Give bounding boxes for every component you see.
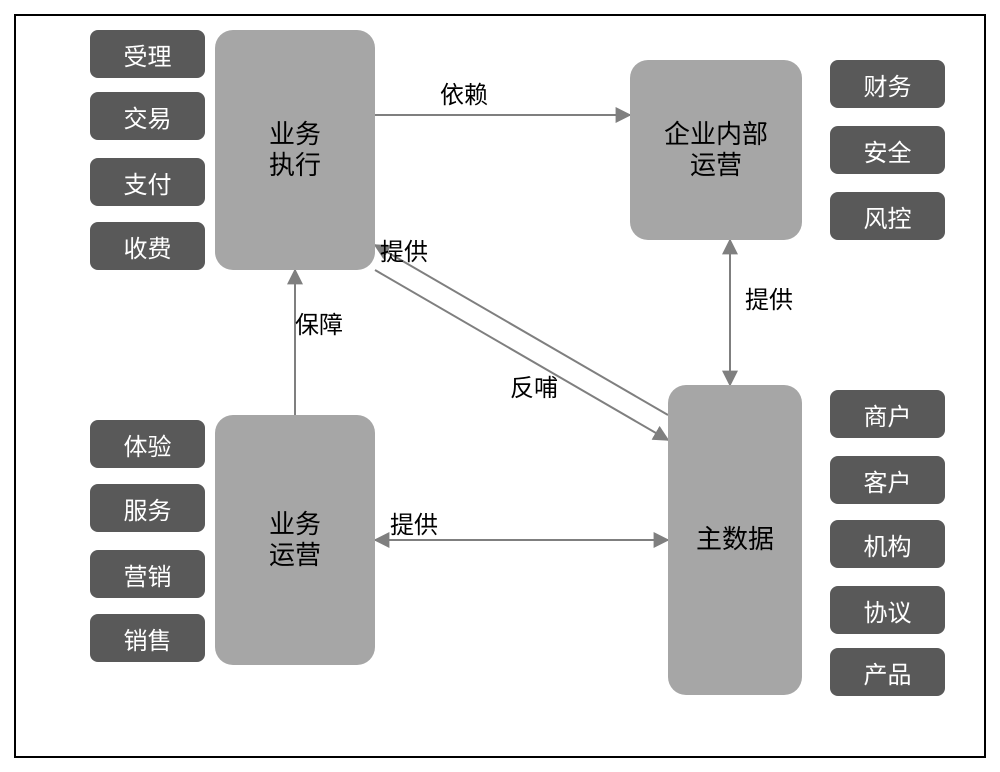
small-node: 支付 bbox=[90, 158, 205, 206]
small-node: 收费 bbox=[90, 222, 205, 270]
small-node: 财务 bbox=[830, 60, 945, 108]
small-label: 服务 bbox=[124, 491, 172, 526]
small-node: 商户 bbox=[830, 390, 945, 438]
small-node: 营销 bbox=[90, 550, 205, 598]
node-label-line2: 执行 bbox=[269, 150, 321, 181]
small-node: 产品 bbox=[830, 648, 945, 696]
node-label-line1: 业务 bbox=[269, 509, 321, 540]
small-label: 产品 bbox=[864, 655, 912, 690]
small-node: 服务 bbox=[90, 484, 205, 532]
small-label: 销售 bbox=[124, 621, 172, 656]
node-ent-ops: 企业内部 运营 bbox=[630, 60, 802, 240]
node-label-line1: 企业内部 bbox=[664, 119, 768, 150]
small-node: 客户 bbox=[830, 456, 945, 504]
small-label: 财务 bbox=[864, 67, 912, 102]
edge-label: 反哺 bbox=[510, 368, 558, 403]
small-label: 营销 bbox=[124, 557, 172, 592]
node-master-data: 主数据 bbox=[668, 385, 802, 695]
small-label: 收费 bbox=[124, 229, 172, 264]
small-label: 安全 bbox=[864, 133, 912, 168]
small-node: 协议 bbox=[830, 586, 945, 634]
node-label-line2: 运营 bbox=[269, 540, 321, 571]
node-biz-exec: 业务 执行 bbox=[215, 30, 375, 270]
node-label-line2: 运营 bbox=[690, 150, 742, 181]
small-label: 风控 bbox=[864, 199, 912, 234]
small-node: 销售 bbox=[90, 614, 205, 662]
small-node: 体验 bbox=[90, 420, 205, 468]
node-biz-ops: 业务 运营 bbox=[215, 415, 375, 665]
node-label-line1: 主数据 bbox=[696, 524, 774, 555]
small-node: 机构 bbox=[830, 520, 945, 568]
small-label: 支付 bbox=[124, 165, 172, 200]
small-node: 交易 bbox=[90, 92, 205, 140]
small-label: 体验 bbox=[124, 427, 172, 462]
small-node: 安全 bbox=[830, 126, 945, 174]
small-label: 交易 bbox=[124, 99, 172, 134]
node-label-line1: 业务 bbox=[269, 119, 321, 150]
small-label: 商户 bbox=[864, 397, 912, 432]
small-label: 客户 bbox=[864, 463, 912, 498]
edge-label: 提供 bbox=[380, 232, 428, 267]
small-label: 受理 bbox=[124, 37, 172, 72]
small-label: 机构 bbox=[864, 527, 912, 562]
small-node: 受理 bbox=[90, 30, 205, 78]
small-node: 风控 bbox=[830, 192, 945, 240]
edge-label: 提供 bbox=[745, 280, 793, 315]
small-label: 协议 bbox=[864, 593, 912, 628]
edge-label: 保障 bbox=[295, 305, 343, 340]
edge-label: 提供 bbox=[390, 505, 438, 540]
edge-label: 依赖 bbox=[440, 75, 488, 110]
